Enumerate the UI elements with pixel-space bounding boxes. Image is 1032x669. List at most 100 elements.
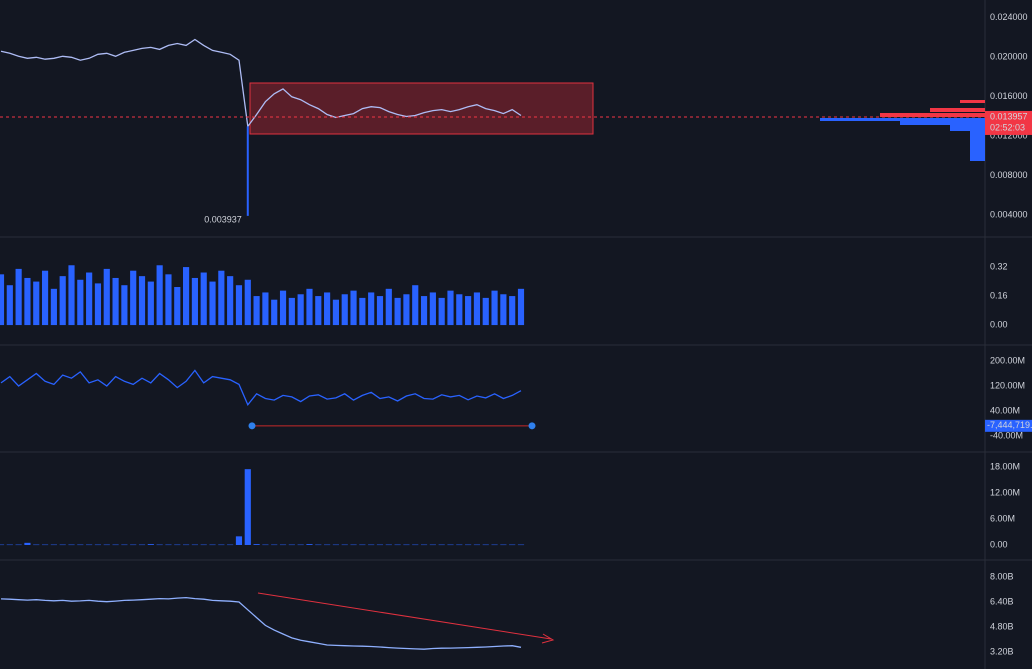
bar <box>438 297 445 326</box>
bar <box>500 294 507 326</box>
bar <box>385 544 392 546</box>
bar <box>517 288 525 326</box>
bar <box>94 283 102 326</box>
bar <box>500 544 507 546</box>
y-tick-label: 0.00 <box>990 319 1008 329</box>
bar <box>368 292 375 326</box>
y-tick-label: -40.00M <box>990 430 1023 440</box>
countdown: 02:52:03 <box>990 122 1025 132</box>
bar <box>403 544 410 546</box>
bar <box>156 544 163 546</box>
y-tick-label: 0.016000 <box>990 91 1028 101</box>
bar <box>165 274 172 326</box>
bar <box>447 544 454 546</box>
bar <box>121 544 128 546</box>
bar <box>306 544 313 546</box>
bar <box>33 281 40 326</box>
bar <box>41 270 49 326</box>
bar <box>24 277 31 326</box>
bar <box>138 276 146 326</box>
value-tag <box>985 419 1032 432</box>
profile-bar <box>900 121 985 125</box>
bar <box>279 290 287 326</box>
bar <box>341 544 348 546</box>
bar <box>6 285 13 326</box>
bar <box>244 469 251 546</box>
range-box[interactable] <box>249 82 594 135</box>
bar <box>33 544 40 546</box>
bar <box>41 544 49 546</box>
bar <box>15 268 22 326</box>
bar <box>209 544 216 546</box>
bar <box>253 296 260 326</box>
bar <box>271 544 278 546</box>
bar <box>341 294 348 326</box>
bar <box>59 544 66 546</box>
bar <box>332 299 339 326</box>
bar <box>86 544 93 546</box>
bar <box>15 544 22 546</box>
bar <box>130 270 137 326</box>
bar <box>77 279 84 326</box>
profile-bar <box>950 125 985 131</box>
y-tick-label: 12.00M <box>990 487 1020 497</box>
bar <box>288 297 295 326</box>
y-tick-label: 4.80B <box>990 621 1014 631</box>
bar <box>183 544 190 546</box>
y-tick-label: 0.008000 <box>990 170 1028 180</box>
bar <box>253 544 260 546</box>
price-tag <box>985 110 1032 135</box>
y-tick-label: 0.004000 <box>990 210 1028 220</box>
y-tick-label: 0.012000 <box>990 131 1028 141</box>
bar <box>376 544 384 546</box>
volume-profile <box>820 100 985 161</box>
bar <box>315 296 322 326</box>
value-tag-label: -7,444,719.6 <box>987 420 1032 430</box>
bar <box>429 292 436 326</box>
bar <box>183 267 190 326</box>
profile-bar <box>880 113 985 117</box>
bar <box>359 544 366 546</box>
bar <box>429 544 436 546</box>
bar <box>509 544 516 546</box>
bar <box>244 279 251 326</box>
bar <box>227 544 234 546</box>
trend-arrow[interactable] <box>257 592 552 640</box>
bar <box>262 544 269 546</box>
bar <box>350 544 357 546</box>
bar <box>0 274 5 326</box>
bar <box>394 297 401 326</box>
bar <box>456 544 463 546</box>
y-tick-label: 6.00M <box>990 513 1015 523</box>
bar <box>24 542 31 546</box>
bar <box>50 288 57 326</box>
bar <box>482 297 489 326</box>
bar <box>77 544 84 546</box>
bar <box>68 544 75 546</box>
profile-bar <box>970 131 985 161</box>
bar <box>279 544 287 546</box>
bar <box>147 544 154 546</box>
bar <box>403 294 410 326</box>
bar <box>271 299 278 326</box>
bar <box>59 276 66 326</box>
bar <box>200 272 207 326</box>
bar <box>86 272 93 326</box>
bar <box>130 544 137 546</box>
bar <box>227 276 234 326</box>
bar <box>156 265 163 326</box>
bar <box>324 544 331 546</box>
bar <box>174 544 181 546</box>
bar <box>306 288 313 326</box>
y-tick-label: 18.00M <box>990 461 1020 471</box>
bar <box>235 285 243 326</box>
bar <box>68 265 75 326</box>
y-tick-label: 0.020000 <box>990 52 1028 62</box>
bar <box>473 544 481 546</box>
bar <box>350 290 357 326</box>
y-tick-label: 120.00M <box>990 380 1025 390</box>
y-tick-label: 40.00M <box>990 405 1020 415</box>
bar <box>376 296 384 326</box>
low-label: 0.003937 <box>204 214 242 224</box>
